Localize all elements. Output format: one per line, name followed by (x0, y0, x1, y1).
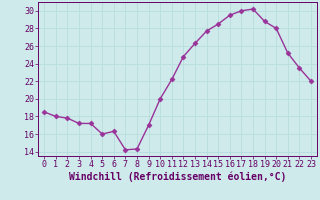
X-axis label: Windchill (Refroidissement éolien,°C): Windchill (Refroidissement éolien,°C) (69, 172, 286, 182)
